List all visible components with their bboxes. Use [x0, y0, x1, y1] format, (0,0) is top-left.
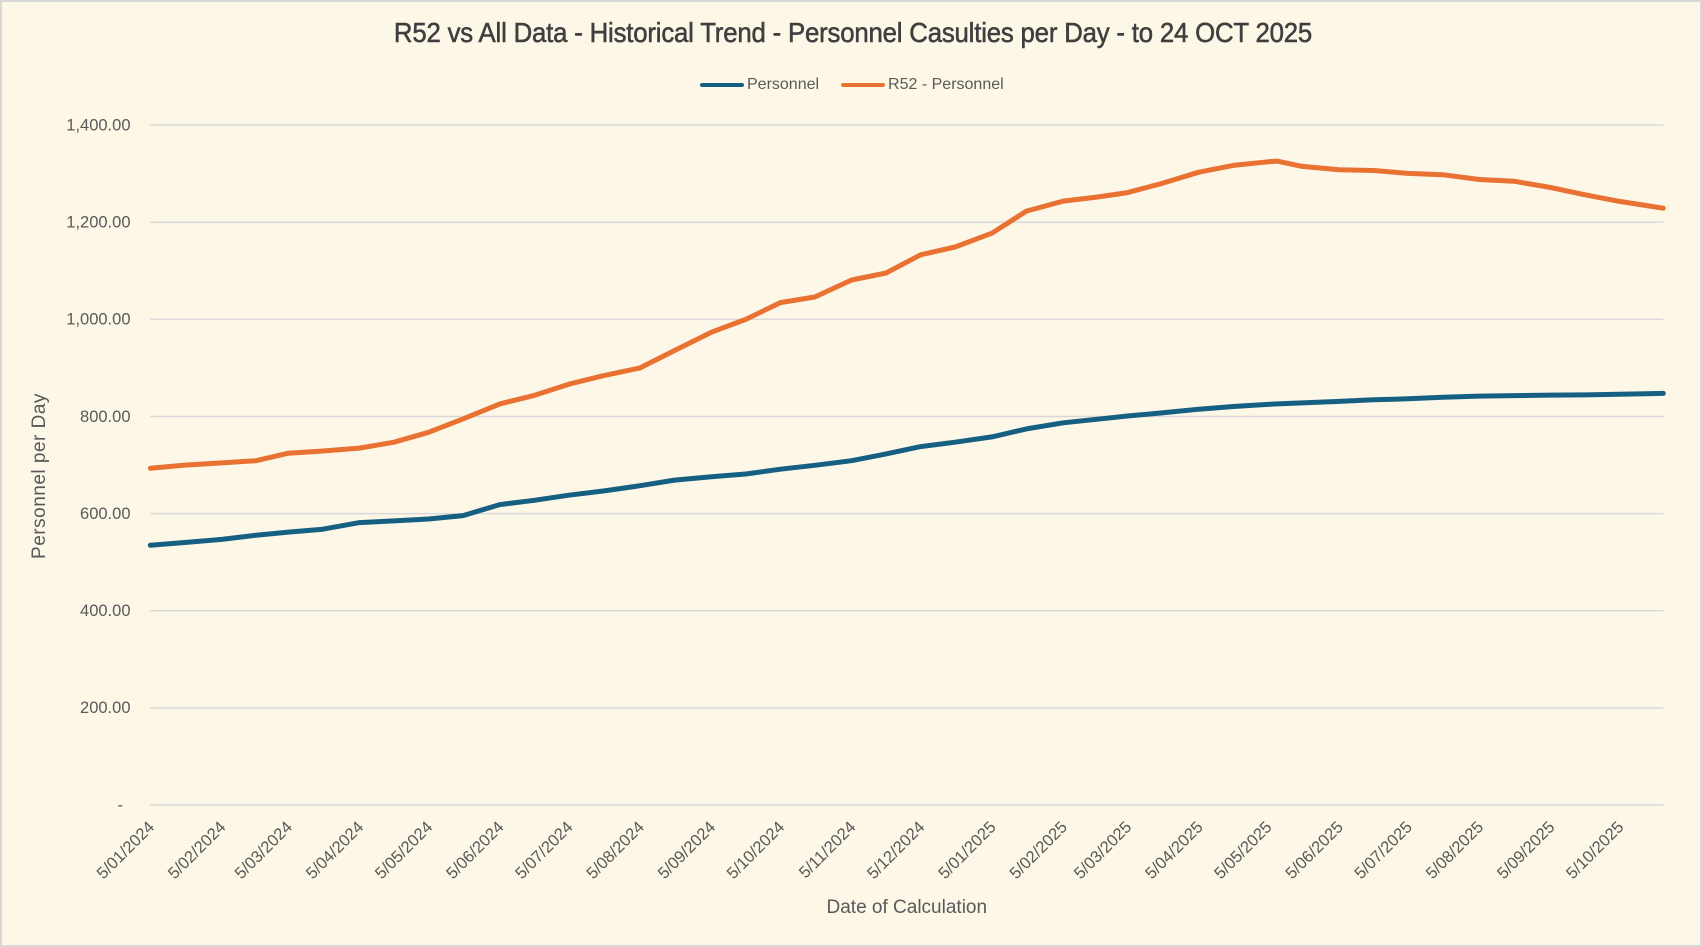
x-tick-label: 5/09/2024 [655, 818, 720, 883]
x-tick-label: 5/10/2025 [1563, 818, 1628, 883]
x-axis-title: Date of Calculation [827, 897, 988, 918]
legend-swatch-r52-personnel-line [841, 82, 886, 88]
y-tick-label: 400.00 [80, 602, 130, 620]
chart-title: R52 vs All Data - Historical Trend - Per… [393, 17, 1313, 49]
x-tick-label: 5/08/2025 [1423, 818, 1488, 883]
legend-item-r52-personnel: R52 - Personnel [841, 76, 1004, 94]
x-tick-label: 5/11/2024 [796, 818, 860, 882]
x-tick-label: 5/05/2025 [1211, 818, 1276, 883]
legend: Personnel R52 - Personnel [700, 76, 1004, 94]
y-tick-label: 200.00 [80, 699, 130, 717]
x-tick-label: 5/10/2024 [724, 818, 789, 883]
x-tick-label: 5/03/2024 [231, 818, 296, 883]
y-tick-label: 800.00 [80, 408, 130, 426]
y-tick-label: 600.00 [80, 505, 130, 523]
y-axis-title: Personnel per Day [29, 393, 50, 559]
legend-swatch-personnel-line [700, 82, 744, 88]
x-tick-label: 5/04/2025 [1142, 818, 1207, 883]
series-line-personnel [147, 390, 1666, 548]
y-tick-label: 1,000.00 [66, 311, 130, 329]
y-tick-label: 1,400.00 [66, 116, 130, 134]
x-tick-label: 5/08/2024 [583, 818, 648, 883]
series-line-r52-personnel [147, 158, 1666, 471]
x-tick-label: 5/09/2025 [1494, 818, 1559, 883]
x-tick-label: 5/02/2024 [165, 818, 230, 883]
x-tick-label: 5/07/2024 [512, 818, 577, 883]
x-tick-label: 5/06/2025 [1282, 818, 1347, 883]
x-tick-label: 5/02/2025 [1006, 818, 1071, 883]
legend-item-personnel: Personnel [700, 76, 819, 94]
x-tick-label: 5/12/2024 [864, 818, 929, 883]
y-tick-label: - [118, 796, 124, 814]
y-tick-label: 1,200.00 [66, 214, 130, 232]
legend-label-personnel: Personnel [747, 76, 820, 93]
x-tick-label: 5/05/2024 [372, 818, 437, 883]
x-tick-label: 5/03/2025 [1071, 818, 1136, 883]
x-tick-label: 5/01/2024 [93, 818, 158, 883]
x-tick-label: 5/01/2025 [935, 818, 1000, 883]
x-tick-label: 5/06/2024 [443, 818, 508, 883]
x-tick-label: 5/04/2024 [303, 818, 368, 883]
x-tick-label: 5/07/2025 [1351, 818, 1416, 883]
legend-label-r52-personnel: R52 - Personnel [888, 76, 1004, 93]
